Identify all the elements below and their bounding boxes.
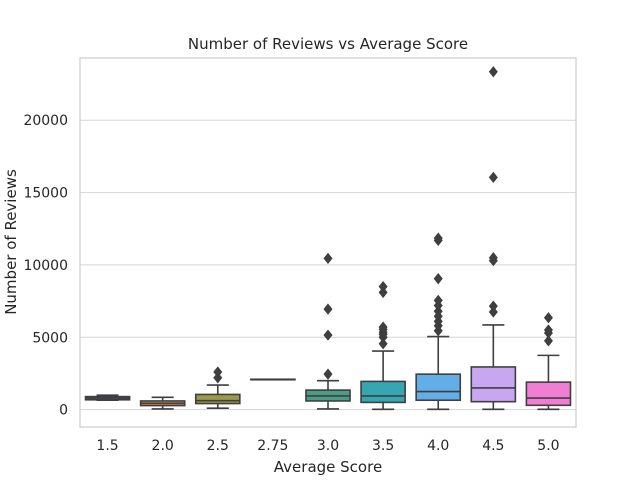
outlier-point xyxy=(433,273,443,285)
outlier-point xyxy=(213,366,223,378)
plot-frame xyxy=(79,57,577,428)
box-body xyxy=(470,366,517,403)
y-axis-ticks: 0 5000 10000 15000 20000 xyxy=(23,113,68,418)
outlier-point xyxy=(378,280,388,293)
box-body xyxy=(360,380,406,404)
y-tick-label: 20000 xyxy=(23,113,68,129)
outlier-point xyxy=(323,368,333,380)
outlier-point xyxy=(433,294,443,307)
chart-title: Number of Reviews vs Average Score xyxy=(188,35,468,53)
outlier-point xyxy=(488,252,498,264)
x-tick-label: 2.75 xyxy=(257,438,288,454)
y-tick-label: 5000 xyxy=(32,330,68,346)
x-tick-label: 3.0 xyxy=(317,438,339,454)
outlier-point xyxy=(488,306,498,318)
x-tick-label: 4.5 xyxy=(482,438,504,454)
x-axis-ticks: 1.5 2.0 2.5 2.75 3.0 3.5 4.0 4.5 5.0 xyxy=(96,438,559,454)
box-2.75 xyxy=(250,378,296,381)
box-2.0 xyxy=(139,396,186,410)
box-4.5 xyxy=(470,66,517,411)
x-tick-label: 1.5 xyxy=(96,438,118,454)
x-tick-label: 5.0 xyxy=(537,438,559,454)
box-3.5 xyxy=(360,280,406,411)
outlier-point xyxy=(323,252,333,265)
outlier-point xyxy=(543,312,553,324)
x-tick-label: 2.0 xyxy=(152,438,174,454)
box-3.0 xyxy=(305,252,351,410)
outlier-point xyxy=(378,286,388,299)
outlier-point xyxy=(323,329,333,341)
x-tick-label: 4.0 xyxy=(427,438,449,454)
outlier-point xyxy=(488,66,498,78)
outlier-point xyxy=(543,324,553,336)
outlier-point xyxy=(378,321,388,333)
outlier-point xyxy=(543,335,553,347)
box-series xyxy=(84,66,572,411)
y-tick-label: 15000 xyxy=(23,186,68,202)
x-axis-title: Average Score xyxy=(274,458,382,476)
box-2.5 xyxy=(194,366,241,409)
y-tick-label: 0 xyxy=(59,403,68,419)
box-body xyxy=(525,381,572,407)
y-axis-title: Number of Reviews xyxy=(2,169,20,315)
x-tick-label: 3.5 xyxy=(372,438,394,454)
outlier-point xyxy=(488,171,498,184)
box-1.5 xyxy=(84,394,131,402)
outlier-point xyxy=(323,303,333,315)
outlier-point xyxy=(378,338,388,350)
box-body xyxy=(194,393,241,405)
outlier-point xyxy=(433,232,443,244)
box-4.0 xyxy=(415,232,462,411)
box-5.0 xyxy=(525,312,572,411)
y-tick-label: 10000 xyxy=(23,258,68,274)
outlier-point xyxy=(488,300,498,312)
box-body xyxy=(415,373,462,402)
x-tick-label: 2.5 xyxy=(207,438,229,454)
outlier-point xyxy=(433,305,443,317)
outlier-point xyxy=(213,372,223,384)
